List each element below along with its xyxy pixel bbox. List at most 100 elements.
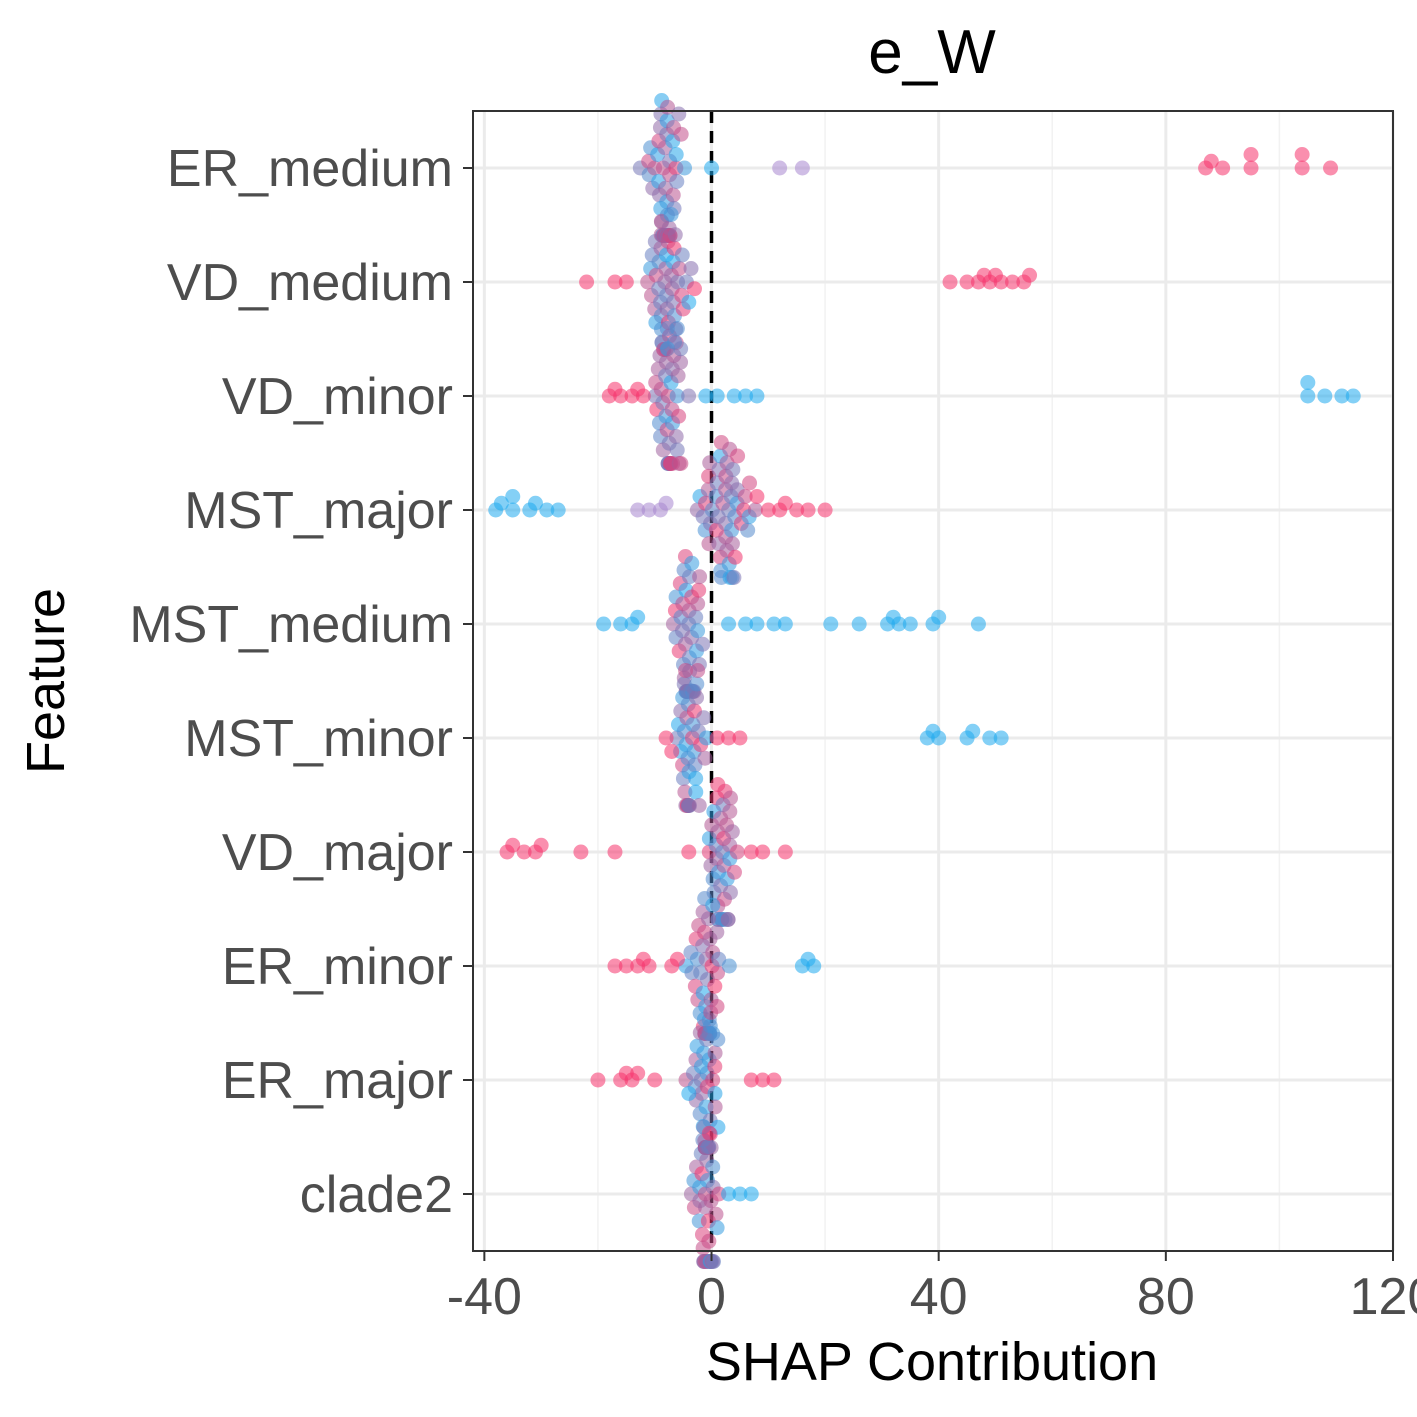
shap-point (505, 502, 521, 518)
shap-point (690, 623, 706, 639)
shap-point (902, 616, 918, 632)
shap-point (709, 388, 725, 404)
shap-point (641, 958, 657, 974)
shap-point (647, 1072, 663, 1088)
shap-point (698, 1032, 714, 1047)
shap-point (669, 388, 685, 404)
shap-point (677, 160, 693, 176)
shap-point (749, 616, 765, 632)
shap-point (669, 951, 685, 967)
shap-point (740, 522, 756, 538)
shap-point (970, 616, 986, 632)
shap-point (671, 261, 687, 276)
shap-point (668, 147, 684, 162)
shap-point (959, 274, 975, 290)
shap-point (708, 1206, 724, 1222)
shap-point (749, 388, 765, 404)
shap-point (673, 456, 689, 471)
shap-point (993, 730, 1009, 746)
shap-point (705, 897, 721, 913)
shap-point (691, 798, 707, 813)
shap-point (613, 388, 629, 404)
shap-point (681, 388, 697, 404)
shap-point (942, 274, 958, 290)
shap-point (669, 321, 685, 336)
shap-point (690, 596, 706, 612)
shap-point (630, 1065, 646, 1081)
shap-point (516, 844, 532, 860)
shap-point (1243, 160, 1259, 176)
x-tick-label: 120 (1350, 1268, 1417, 1326)
shap-point (669, 174, 685, 189)
shap-point (613, 616, 629, 632)
shap-point (707, 1045, 723, 1061)
x-tick-label: -40 (447, 1268, 522, 1326)
shap-point (698, 730, 714, 746)
shap-point (747, 502, 763, 518)
shap-point (709, 730, 725, 746)
shap-point (721, 958, 737, 974)
shap-point (630, 502, 646, 518)
shap-point (573, 844, 589, 860)
shap-point (658, 495, 674, 511)
shap-point (729, 844, 745, 860)
y-tick-label: clade2 (300, 1166, 453, 1224)
shap-point (726, 388, 742, 404)
shap-point (702, 1018, 718, 1034)
shap-point (701, 1233, 717, 1249)
shap-point (677, 784, 693, 800)
shap-point (701, 1139, 717, 1155)
series-VD_minor (601, 321, 1361, 471)
shap-point (794, 160, 810, 176)
shap-point (539, 502, 555, 518)
shap-point (695, 636, 711, 652)
shap-point (727, 549, 743, 565)
shap-point (755, 844, 771, 860)
shap-point (823, 616, 839, 632)
shap-point (670, 368, 686, 384)
shap-point (726, 570, 742, 585)
shap-point (671, 408, 687, 424)
series-MST_major (488, 435, 833, 585)
shap-point (710, 1032, 726, 1047)
shap-point (579, 274, 595, 290)
shap-point (1243, 147, 1259, 162)
shap-point (749, 489, 765, 504)
shap-point (1294, 160, 1310, 176)
shap-point (817, 502, 833, 518)
shap-point (1203, 153, 1219, 169)
shap-point (635, 388, 651, 404)
shap-point (777, 844, 793, 860)
y-tick-label: MST_medium (129, 596, 453, 654)
shap-point (678, 663, 694, 678)
shap-point (681, 1086, 697, 1101)
x-tick-label: 80 (1137, 1268, 1195, 1326)
y-axis: ER_medium VD_medium VD_minor MST_major MST_m… (129, 140, 473, 1224)
shap-point (709, 1220, 725, 1236)
shap-point (721, 1186, 737, 1202)
shap-point (493, 495, 509, 511)
shap-point (596, 616, 612, 632)
shap-point (710, 965, 726, 981)
shap-point (766, 1072, 782, 1088)
shap-point (665, 187, 681, 203)
shap-point (851, 616, 867, 632)
shap-point (720, 912, 736, 927)
shap-point (738, 616, 754, 632)
plot-background (473, 111, 1393, 1251)
shap-point (701, 1125, 717, 1141)
shap-point (658, 730, 674, 746)
shap-point (738, 388, 754, 404)
shap-point (690, 663, 706, 678)
chart-title: e_W (868, 18, 996, 87)
shap-point (931, 730, 947, 746)
y-axis-title: Feature (16, 588, 76, 774)
shap-point (709, 924, 725, 940)
shap-point (705, 1159, 721, 1175)
shap-point (800, 502, 816, 518)
shap-point (691, 582, 707, 598)
shap-point (891, 616, 907, 632)
shap-point (683, 261, 699, 276)
shap-point (726, 864, 742, 880)
